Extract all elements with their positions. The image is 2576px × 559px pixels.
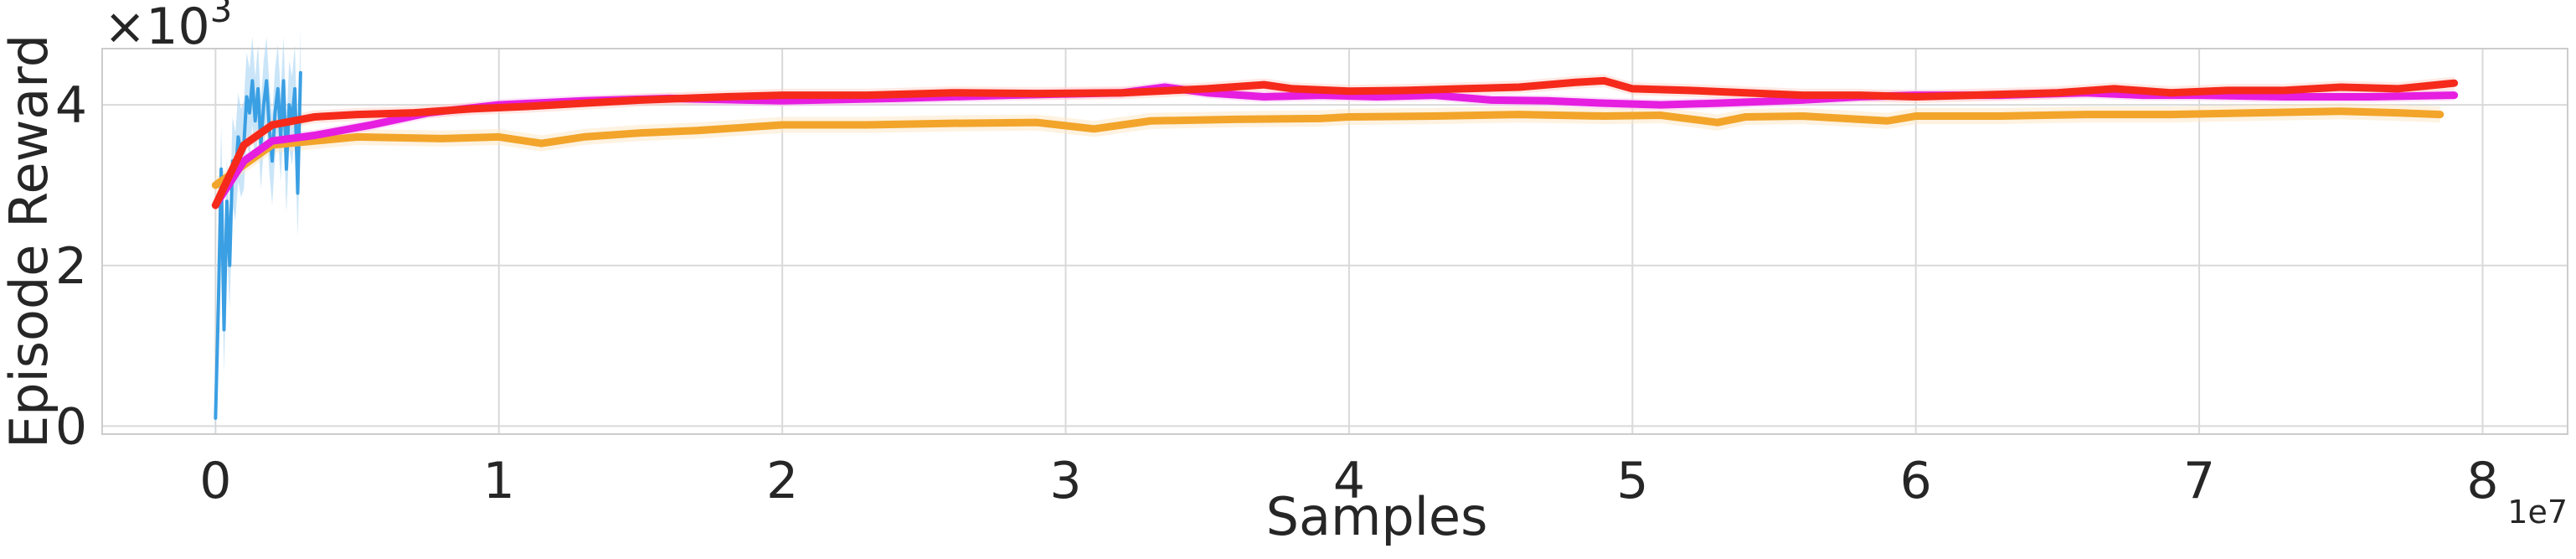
x-tick-label: 0 [199, 452, 231, 510]
x-tick-label: 4 [1333, 452, 1365, 510]
y-axis-label: Episode Reward [0, 34, 59, 448]
y-scale-base: ×10 [104, 0, 210, 56]
x-axis-label: Samples [1266, 486, 1488, 547]
plot-area [101, 48, 2568, 435]
x-tick-label: 5 [1616, 452, 1648, 510]
x-tick-label: 1 [483, 452, 515, 510]
y-scale-label: ×103 [104, 0, 232, 56]
series-line [211, 76, 2459, 210]
x-tick-label: 8 [2466, 452, 2498, 510]
y-tick-label: 4 [55, 76, 87, 135]
x-tick-label: 7 [2183, 452, 2215, 510]
y-tick-label: 2 [55, 237, 87, 296]
series-line [211, 107, 2445, 189]
x-tick-label: 3 [1049, 452, 1081, 510]
y-tick-label: 0 [55, 397, 87, 456]
x-tick-label: 2 [766, 452, 798, 510]
series-line [214, 70, 302, 420]
x-scale-label: 1e7 [2507, 494, 2568, 531]
y-scale-exponent: 3 [210, 0, 233, 30]
x-tick-label: 6 [1900, 452, 1932, 510]
